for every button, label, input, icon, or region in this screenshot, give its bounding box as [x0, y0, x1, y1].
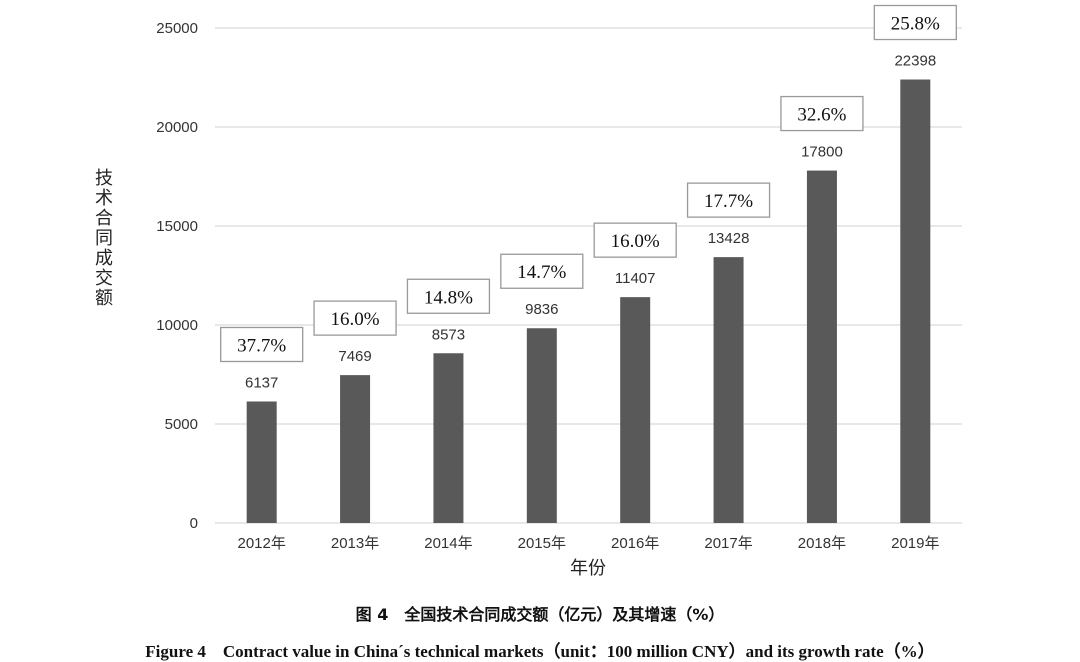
growth-rate-box [593, 222, 677, 258]
y-tick-label: 25000 [156, 20, 198, 37]
y-axis-ticks: 0 5000 10000 15000 20000 25000 [156, 20, 198, 532]
growth-rate-box [406, 278, 491, 314]
bar [526, 328, 557, 523]
x-tick-label: 2014年 [424, 535, 472, 552]
figure-caption-english: Figure 4 Contract value in China´s techn… [145, 642, 935, 661]
bar [806, 170, 837, 523]
x-tick-label: 2015年 [518, 535, 566, 552]
x-tick-label: 2017年 [704, 535, 752, 552]
growth-rate-box [220, 326, 304, 363]
y-tick-label: 0 [190, 515, 198, 532]
y-axis-title-char: 成 [95, 248, 113, 269]
bar [713, 257, 744, 523]
data-label: 7469 [338, 348, 371, 365]
y-axis-title-char: 合 [95, 208, 113, 229]
x-tick-label: 2013年 [331, 535, 379, 552]
bars [246, 79, 931, 524]
y-tick-label: 5000 [165, 416, 198, 433]
y-axis-title: 技术合同成交额 [95, 168, 113, 309]
growth-rate-boxes: 37.7% 16.0% 14.8% 14.7% 16.0% 17.7% 32.6% 25.8% [220, 4, 957, 363]
y-axis-title-char: 交 [95, 268, 113, 289]
bar [620, 297, 651, 523]
growth-rate-label: 16.0% [331, 309, 380, 330]
bar [900, 79, 931, 524]
bar [246, 401, 277, 523]
x-axis-title: 年份 [570, 558, 606, 579]
data-label: 11407 [615, 270, 656, 287]
x-axis-ticks: 2012年 2013年 2014年 2015年 2016年 2017年 2018年 2019年 [238, 535, 940, 552]
growth-rate-label: 17.7% [704, 191, 753, 212]
growth-rate-label: 32.6% [797, 105, 846, 126]
growth-rate-label: 16.0% [611, 231, 660, 252]
data-label: 13428 [708, 230, 750, 247]
growth-rate-label: 25.8% [891, 14, 940, 35]
data-label: 6137 [245, 374, 278, 391]
growth-rate-label: 14.7% [517, 262, 566, 283]
growth-rate-box [313, 300, 397, 336]
bar-chart: 0 5000 10000 15000 20000 25000 2012年 2013年 2014… [95, 4, 962, 579]
growth-rate-box [500, 253, 584, 289]
data-label: 22398 [894, 53, 936, 70]
x-tick-label: 2012年 [238, 535, 286, 552]
y-tick-label: 10000 [156, 317, 198, 334]
data-label: 9836 [525, 301, 558, 318]
growth-rate-box [780, 95, 864, 132]
y-tick-label: 20000 [156, 119, 198, 136]
figure-caption-chinese: 图 4 全国技术合同成交额（亿元）及其增速（%） [355, 605, 725, 624]
x-tick-label: 2018年 [798, 535, 846, 552]
bar [433, 353, 464, 523]
growth-rate-label: 14.8% [424, 287, 473, 308]
y-axis-title-char: 同 [95, 228, 113, 249]
growth-rate-label: 37.7% [237, 335, 286, 356]
y-tick-label: 15000 [156, 218, 198, 235]
y-axis-title-char: 技 [95, 168, 113, 189]
growth-rate-box [873, 4, 957, 41]
y-axis-title-char: 术 [95, 188, 113, 209]
y-axis-title-char: 额 [95, 288, 113, 309]
x-tick-label: 2019年 [891, 535, 939, 552]
data-labels: 6137 7469 8573 9836 11407 13428 17800 22398 [245, 53, 936, 392]
x-tick-label: 2016年 [611, 535, 659, 552]
data-label: 17800 [801, 144, 843, 161]
data-label: 8573 [432, 326, 465, 343]
bar [340, 375, 371, 523]
growth-rate-box [686, 182, 771, 218]
